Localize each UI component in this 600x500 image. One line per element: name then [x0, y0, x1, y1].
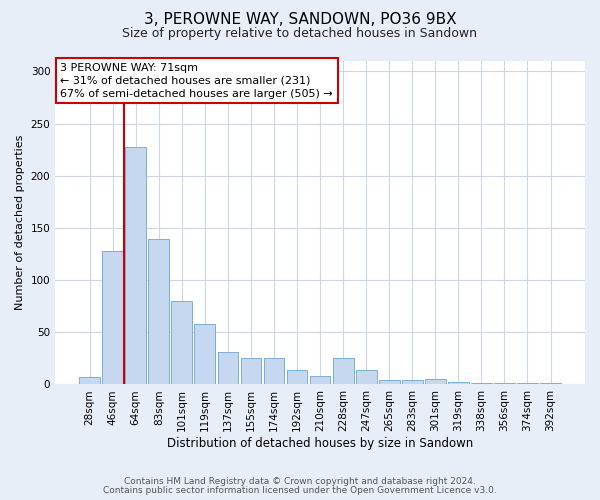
Bar [218, 352, 238, 384]
Bar [241, 358, 262, 384]
Bar [79, 377, 100, 384]
Text: 3 PEROWNE WAY: 71sqm
← 31% of detached houses are smaller (231)
67% of semi-deta: 3 PEROWNE WAY: 71sqm ← 31% of detached h… [61, 62, 333, 99]
Y-axis label: Number of detached properties: Number of detached properties [15, 135, 25, 310]
Bar [172, 301, 192, 384]
Text: Contains public sector information licensed under the Open Government Licence v3: Contains public sector information licen… [103, 486, 497, 495]
Bar [356, 370, 377, 384]
X-axis label: Distribution of detached houses by size in Sandown: Distribution of detached houses by size … [167, 437, 473, 450]
Bar [102, 251, 123, 384]
Bar [379, 380, 400, 384]
Bar [310, 376, 331, 384]
Text: Contains HM Land Registry data © Crown copyright and database right 2024.: Contains HM Land Registry data © Crown c… [124, 477, 476, 486]
Bar [333, 358, 353, 384]
Bar [425, 379, 446, 384]
Bar [287, 370, 307, 384]
Bar [194, 324, 215, 384]
Bar [263, 358, 284, 384]
Bar [448, 382, 469, 384]
Bar [125, 146, 146, 384]
Text: Size of property relative to detached houses in Sandown: Size of property relative to detached ho… [122, 28, 478, 40]
Text: 3, PEROWNE WAY, SANDOWN, PO36 9BX: 3, PEROWNE WAY, SANDOWN, PO36 9BX [143, 12, 457, 28]
Bar [402, 380, 422, 384]
Bar [148, 240, 169, 384]
